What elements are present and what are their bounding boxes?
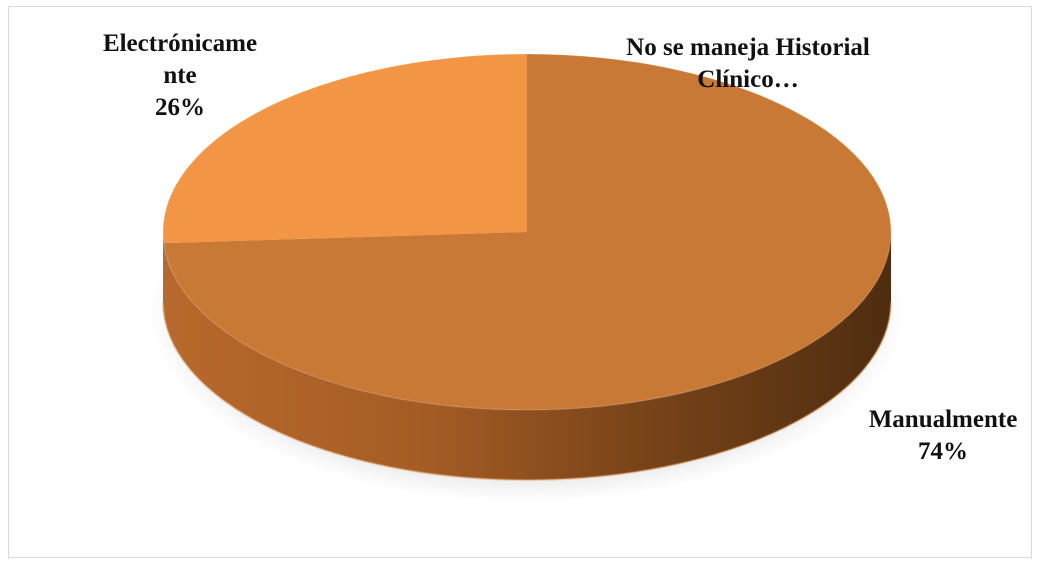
label-electronicamente-line1: Electrónicame bbox=[102, 30, 258, 57]
label-electronicamente-line2: nte bbox=[163, 62, 197, 89]
label-no-se-maneja-line2: Clínico… bbox=[697, 66, 799, 93]
pie-slice-manualmente bbox=[163, 53, 892, 410]
pie-bottom-rim bbox=[162, 301, 892, 481]
label-no-se-maneja: No se maneja Historial Clínico… bbox=[588, 32, 908, 96]
pie-side-wall bbox=[163, 232, 891, 480]
label-no-se-maneja-line1: No se maneja Historial bbox=[626, 34, 870, 61]
pie-slice-electronicamente bbox=[163, 54, 527, 244]
label-manualmente-pct: 74% bbox=[918, 438, 968, 465]
label-electronicamente-pct: 26% bbox=[155, 94, 205, 121]
pie-top-rim bbox=[162, 53, 892, 411]
label-manualmente: Manualmente 74% bbox=[852, 404, 1034, 468]
label-manualmente-line1: Manualmente bbox=[868, 406, 1018, 433]
label-electronicamente: Electrónicame nte 26% bbox=[70, 28, 290, 124]
